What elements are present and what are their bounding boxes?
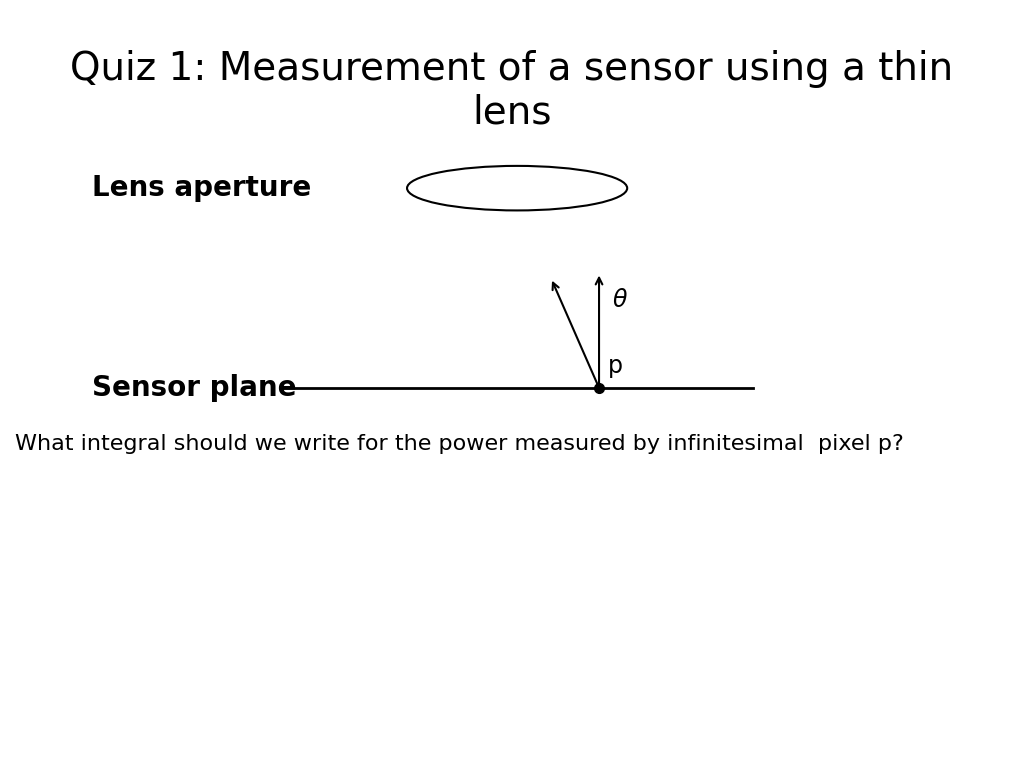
Text: What integral should we write for the power measured by infinitesimal  pixel p?: What integral should we write for the po… (15, 434, 904, 454)
Text: Lens aperture: Lens aperture (92, 174, 311, 202)
Text: $\theta$: $\theta$ (612, 287, 629, 312)
Text: p: p (608, 354, 624, 378)
Text: Quiz 1: Measurement of a sensor using a thin
lens: Quiz 1: Measurement of a sensor using a … (71, 50, 953, 132)
Text: Sensor plane: Sensor plane (92, 374, 297, 402)
